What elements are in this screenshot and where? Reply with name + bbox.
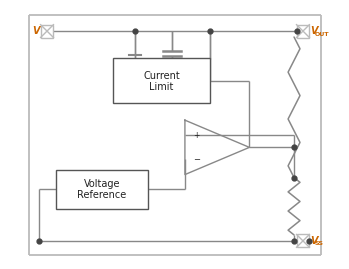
Text: Reference: Reference: [77, 190, 127, 200]
Text: V: V: [310, 26, 317, 36]
Text: Limit: Limit: [149, 82, 174, 91]
Bar: [113, 58, 210, 103]
Text: V: V: [310, 236, 317, 246]
Text: +: +: [193, 131, 200, 140]
Bar: [56, 170, 148, 209]
Text: SS: SS: [315, 241, 324, 246]
Bar: [297, 25, 310, 37]
Bar: [297, 235, 310, 247]
Text: V: V: [32, 26, 40, 36]
Text: −: −: [193, 155, 200, 164]
Text: OUT: OUT: [315, 31, 329, 37]
Text: IN: IN: [44, 31, 52, 37]
Text: Voltage: Voltage: [84, 179, 120, 189]
Text: Current: Current: [143, 71, 180, 81]
Bar: [40, 25, 53, 37]
